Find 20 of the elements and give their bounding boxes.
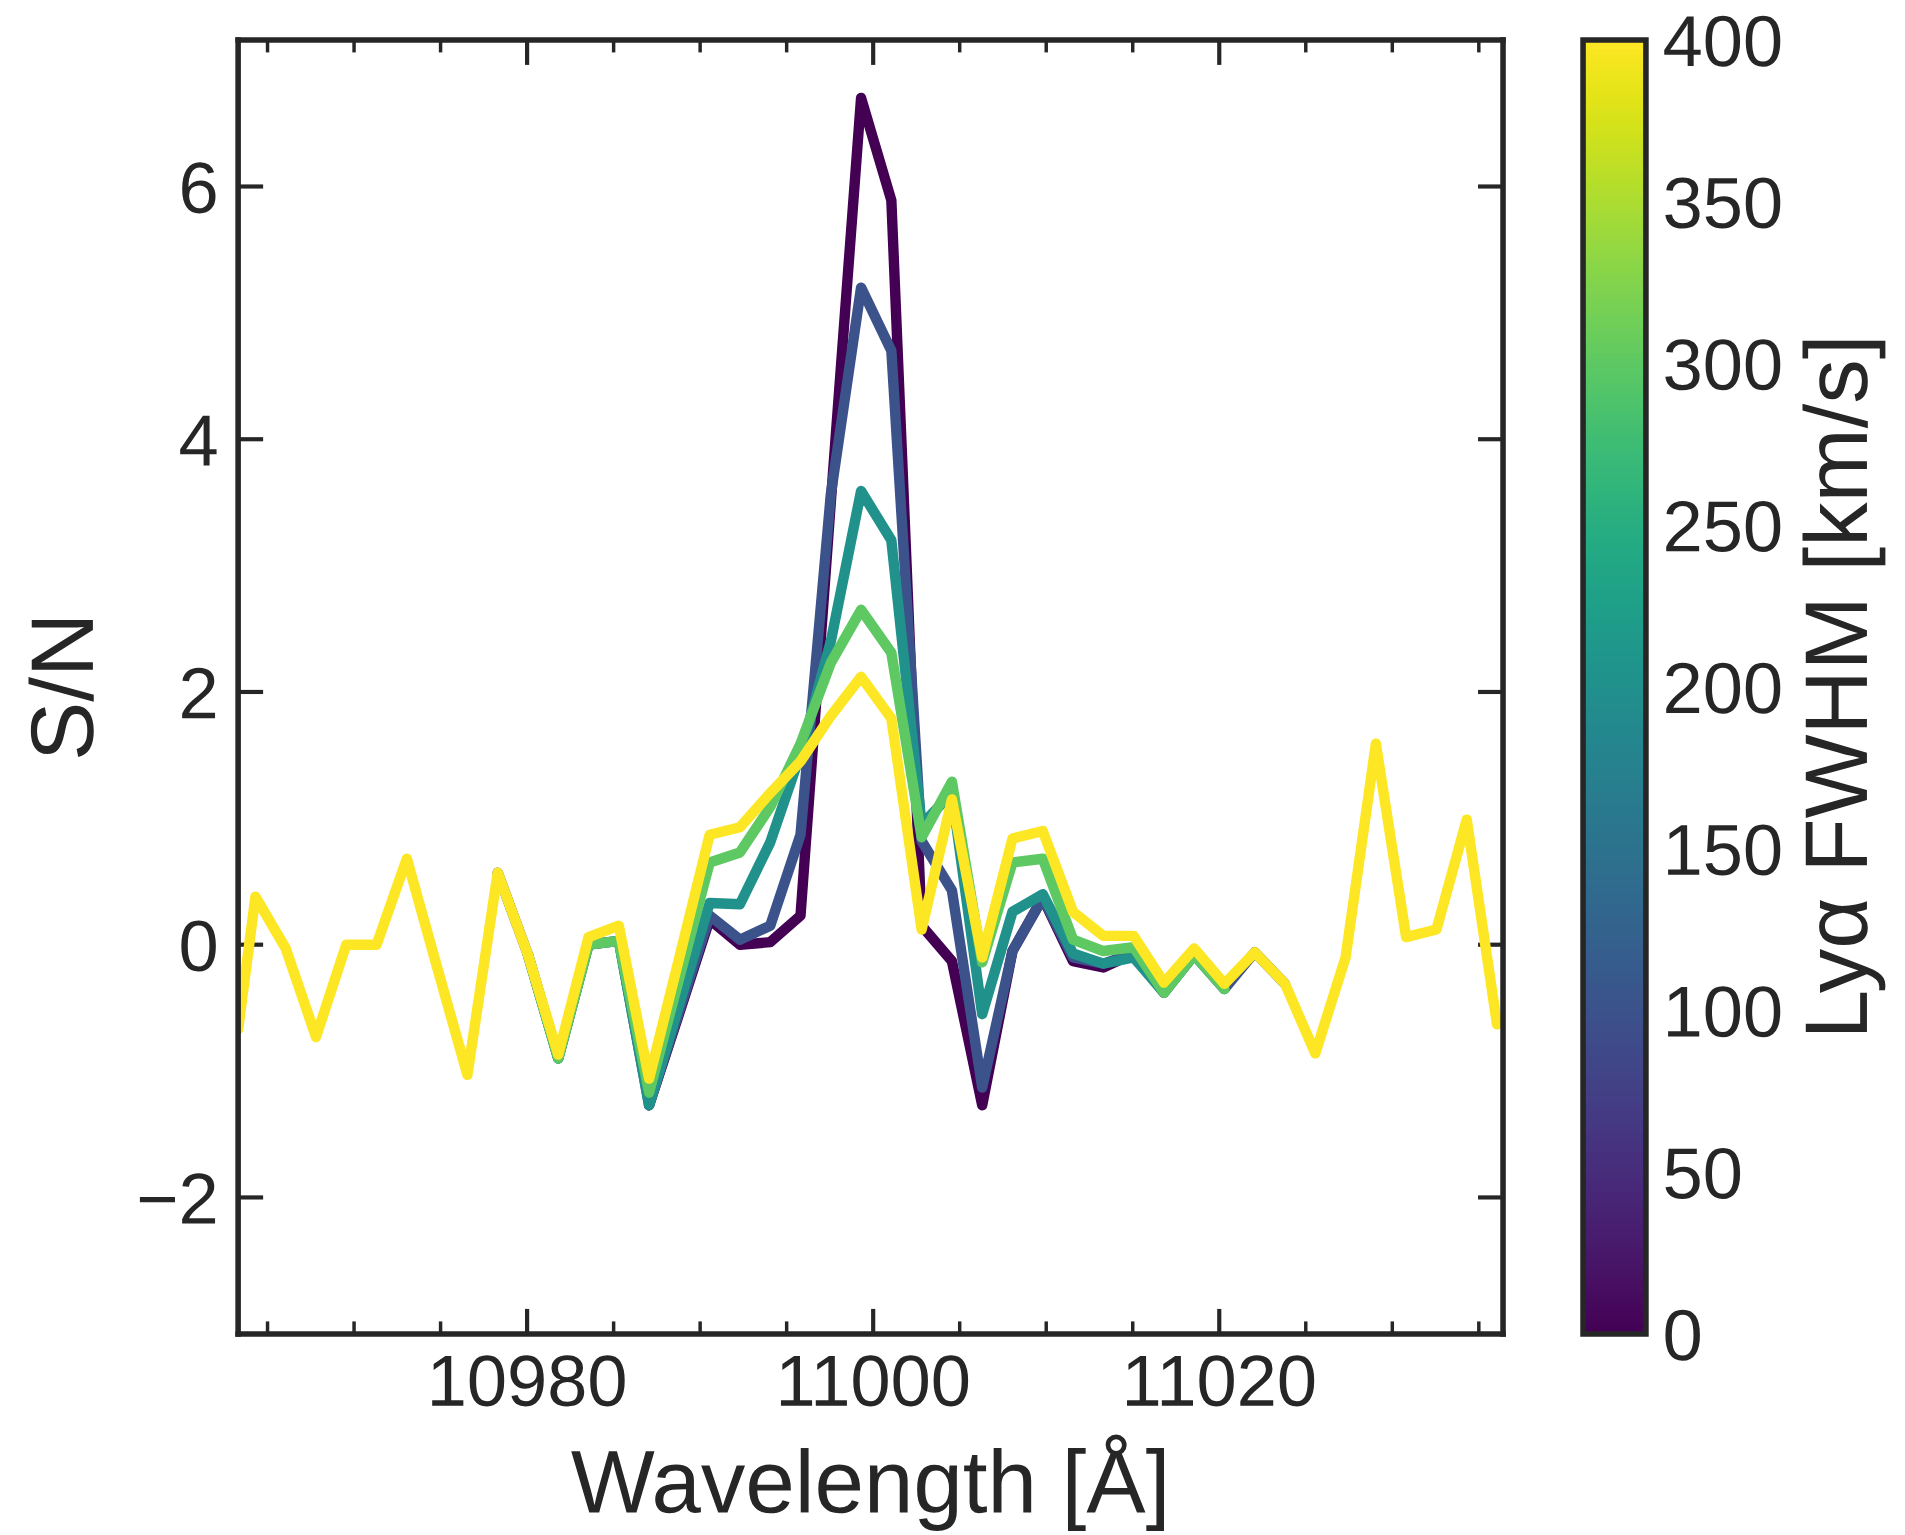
color-bar-label: 350 [1665,177,1781,229]
y-tick-label: 6 [182,162,216,214]
color-bar-label: 150 [1668,824,1781,876]
color-bar-label: 200 [1666,662,1781,714]
color-bar-label: 0 [1665,1309,1700,1361]
color-bar-label: 400 [1664,15,1781,67]
color-bar-label: 250 [1666,500,1781,553]
y-tick-label: 2 [182,667,216,719]
color-bar-label: 300 [1665,339,1781,391]
x-tick-label: 11000 [780,1355,969,1407]
color-bar-label: 50 [1665,1147,1741,1200]
x-tick-label: 10980 [432,1355,625,1407]
y-tick-label: 0 [181,920,216,972]
color-bar-title: Lyα FWHM [km/s] [1802,340,1886,1032]
y-tick-label: −2 [139,1173,216,1224]
color-bar-label: 100 [1668,986,1781,1038]
x-axis-title: Wavelength [Å] [571,1434,1164,1531]
x-tick-label: 11020 [1127,1355,1315,1407]
y-axis-title: S/N [28,620,94,757]
y-tick-label: 4 [180,415,217,466]
